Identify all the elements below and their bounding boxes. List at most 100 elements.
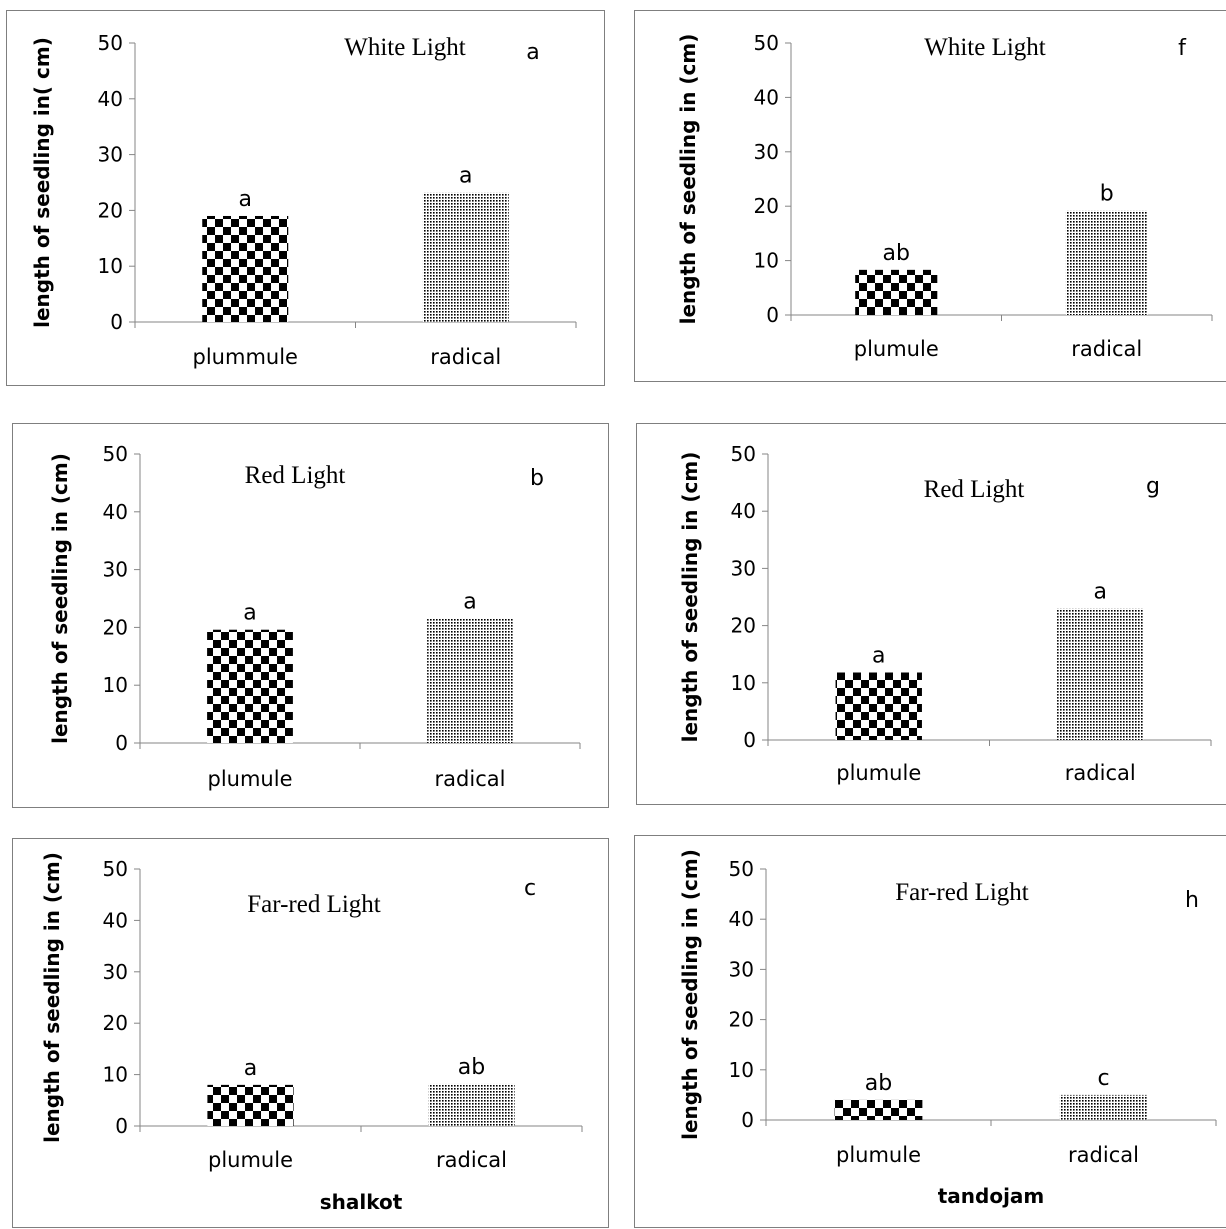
chart-svg-g: 0 10 20 30 40 50 a plumule a radical Red Light g len…	[678, 442, 1212, 785]
x-axis-label: tandojam	[938, 1184, 1045, 1208]
y-tick-label: 20	[729, 1008, 754, 1032]
significance-label: a	[463, 590, 476, 615]
chart-panel-h: 0 10 20 30 40 50 ab plumule c radical Far-red Ligh…	[634, 835, 1226, 1228]
y-tick-label: 0	[110, 310, 123, 334]
chart-title: Red Light	[245, 462, 346, 489]
x-tick-label: plumule	[208, 767, 293, 791]
bar-plummule	[202, 215, 289, 322]
y-axis-label: length of seedling in( cm)	[30, 37, 54, 328]
significance-label: ab	[458, 1055, 485, 1080]
y-axis-label: length of seedling in (cm)	[678, 452, 702, 743]
x-tick-label: plummule	[193, 345, 298, 369]
bar-plumule	[855, 269, 938, 315]
chart-svg-h: 0 10 20 30 40 50 ab plumule c radical Far-red Ligh…	[678, 849, 1217, 1208]
y-tick-label: 30	[729, 957, 754, 981]
y-tick-label: 50	[729, 857, 754, 881]
y-tick-label: 50	[731, 442, 756, 466]
y-tick-label: 0	[115, 1114, 128, 1138]
y-tick-label: 40	[729, 907, 754, 931]
x-tick-label: radical	[1071, 337, 1142, 361]
chart-panel-a: 0 10 20 30 40 50 a plummule a radical White Light a…	[6, 10, 605, 386]
chart-panel-g: 0 10 20 30 40 50 a plumule a radical Red Light g len…	[636, 423, 1226, 805]
x-tick-label: radical	[436, 1148, 507, 1172]
significance-label: a	[243, 601, 256, 626]
significance-label: a	[1094, 579, 1107, 604]
y-tick-label: 10	[103, 673, 128, 697]
significance-label: ab	[865, 1071, 892, 1096]
x-tick-label: radical	[430, 345, 501, 369]
panel-letter: b	[530, 466, 544, 491]
chart-svg-a: 0 10 20 30 40 50 a plummule a radical White Light a…	[30, 31, 577, 369]
panel-letter: c	[524, 876, 536, 901]
bar-radical	[1059, 1094, 1148, 1120]
y-tick-label: 50	[98, 31, 123, 55]
x-tick-label: plumule	[854, 337, 939, 361]
chart-panel-f: 0 10 20 30 40 50 ab plumule b radical White Light f…	[634, 10, 1226, 382]
y-tick-label: 10	[731, 671, 756, 695]
y-tick-label: 40	[731, 499, 756, 523]
y-tick-label: 40	[754, 85, 779, 109]
chart-title: White Light	[924, 34, 1046, 61]
y-axis-label: length of seedling in (cm)	[678, 849, 702, 1140]
y-tick-label: 0	[115, 731, 128, 755]
chart-title: White Light	[344, 34, 466, 61]
x-axis-label: shalkot	[320, 1190, 403, 1214]
y-tick-label: 50	[754, 31, 779, 55]
chart-svg-c: 0 10 20 30 40 50 a plumule ab radical Far-red Ligh…	[40, 852, 583, 1214]
significance-label: c	[1097, 1066, 1109, 1091]
panel-letter: h	[1185, 888, 1199, 913]
significance-label: a	[239, 187, 252, 212]
y-tick-label: 20	[98, 198, 123, 222]
y-tick-label: 30	[98, 143, 123, 167]
x-tick-label: plumule	[836, 761, 921, 785]
bar-plumule	[835, 672, 922, 740]
chart-svg-b: 0 10 20 30 40 50 a plumule a radical Red Light b len…	[48, 442, 581, 791]
x-tick-label: plumule	[836, 1143, 921, 1167]
y-tick-label: 20	[731, 614, 756, 638]
bar-plumule	[207, 1084, 294, 1126]
y-tick-label: 40	[98, 87, 123, 111]
y-tick-label: 10	[98, 254, 123, 278]
bar-plumule	[207, 629, 293, 743]
y-tick-label: 40	[103, 908, 128, 932]
y-tick-label: 0	[743, 728, 756, 752]
significance-label: ab	[883, 241, 910, 266]
significance-label: b	[1100, 182, 1114, 207]
y-axis-label: length of seedling in (cm)	[676, 34, 700, 325]
bar-plumule	[834, 1099, 923, 1120]
chart-title: Far-red Light	[895, 879, 1029, 906]
y-tick-label: 20	[103, 615, 128, 639]
x-tick-label: radical	[435, 767, 506, 791]
y-tick-label: 10	[754, 249, 779, 273]
bar-radical	[427, 618, 513, 743]
x-tick-label: plumule	[208, 1148, 293, 1172]
panel-letter: f	[1178, 36, 1187, 61]
y-axis-label: length of seedling in (cm)	[40, 852, 64, 1143]
y-tick-label: 20	[754, 194, 779, 218]
y-tick-label: 20	[103, 1011, 128, 1035]
bar-radical	[1057, 608, 1144, 740]
y-tick-label: 10	[103, 1063, 128, 1087]
y-tick-label: 10	[729, 1058, 754, 1082]
significance-label: a	[459, 164, 472, 189]
y-tick-label: 30	[103, 558, 128, 582]
chart-panel-b: 0 10 20 30 40 50 a plumule a radical Red Light b len…	[12, 423, 609, 808]
panel-letter: g	[1146, 474, 1160, 499]
y-tick-label: 0	[741, 1108, 754, 1132]
significance-label: a	[244, 1056, 257, 1081]
y-tick-label: 30	[731, 556, 756, 580]
chart-title: Red Light	[924, 476, 1025, 503]
y-tick-label: 50	[103, 442, 128, 466]
x-tick-label: radical	[1065, 761, 1136, 785]
y-tick-label: 30	[103, 960, 128, 984]
y-tick-label: 0	[766, 303, 779, 327]
y-axis-label: length of seedling in (cm)	[48, 453, 72, 744]
chart-title: Far-red Light	[247, 891, 381, 918]
x-tick-label: radical	[1068, 1143, 1139, 1167]
chart-svg-f: 0 10 20 30 40 50 ab plumule b radical White Light f…	[676, 31, 1213, 361]
y-tick-label: 30	[754, 140, 779, 164]
bar-radical	[1065, 210, 1148, 315]
y-tick-label: 40	[103, 500, 128, 524]
chart-panel-c: 0 10 20 30 40 50 a plumule ab radical Far-red Ligh…	[12, 838, 609, 1228]
bar-radical	[428, 1083, 515, 1126]
